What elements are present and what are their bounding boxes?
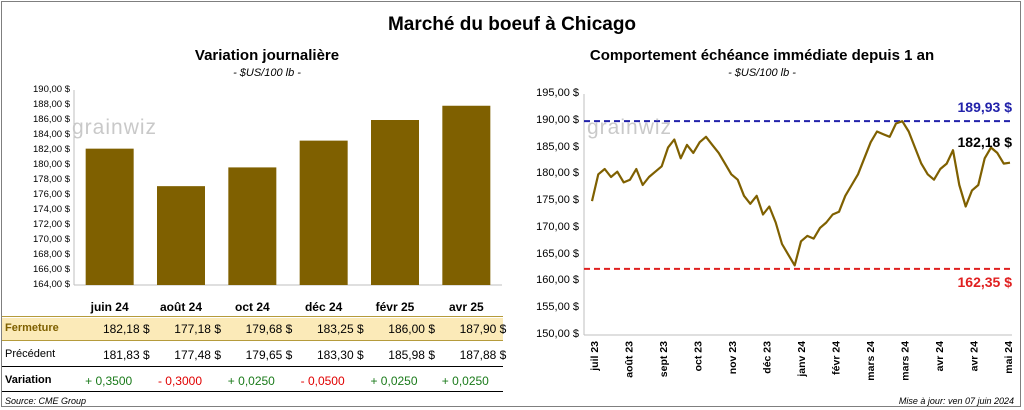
table-cell-change: - 0,0500 [300,374,345,388]
left-y-tick-label: 190,00 $ [33,84,70,95]
x-tick-label: mars 24 [900,341,912,381]
update-note: Mise à jour: ven 07 juin 2024 [898,396,1014,406]
table-cell-change: + 0,0250 [227,374,275,388]
bar-1 [85,148,134,285]
bar-5 [371,120,419,285]
left-y-tick-label: 182,00 $ [33,144,70,155]
previous-row-rule [2,366,503,367]
table-cell-previous: 181,83 $ [102,348,150,362]
x-tick-label: janv 24 [796,341,808,378]
left-y-tick-label: 178,00 $ [33,174,70,185]
bar-3 [228,167,277,285]
right-y-tick-label: 160,00 $ [536,274,579,287]
close-row-highlight [2,318,503,340]
x-tick-label: juil 23 [589,341,601,372]
left-y-tick-label: 188,00 $ [33,99,70,110]
left-y-tick-label: 176,00 $ [33,189,70,200]
bar-category-label: févr 25 [375,300,415,314]
table-cell-close: 187,90 $ [459,322,507,336]
table-cell-previous: 183,30 $ [316,348,364,362]
table-cell-previous: 185,98 $ [388,348,435,362]
left-watermark-logo: grainwiz [72,116,158,139]
right-watermark-logo: grainwiz [587,116,673,139]
change-row-rule [2,391,503,392]
table-cell-change: - 0,3000 [157,374,203,388]
source-note: Source: CME Group [5,396,87,406]
x-tick-label: mai 24 [1003,341,1015,374]
table-cell-change: + 0,3500 [85,374,133,388]
right-chart-title: Comportement échéance immédiate depuis 1… [589,47,935,64]
right-y-tick-label: 150,00 $ [536,328,579,340]
x-tick-label: août 23 [624,341,636,378]
bar-category-label: août 24 [159,300,202,314]
left-y-tick-label: 180,00 $ [33,159,70,170]
table-cell-previous: 179,65 $ [245,348,293,362]
left-y-tick-label: 184,00 $ [33,129,70,140]
bar-category-label: avr 25 [448,300,484,314]
bar-4 [299,140,348,285]
right-y-tick-label: 155,00 $ [536,301,579,314]
page-title: Marché du boeuf à Chicago [387,14,637,35]
right-chart-unit: - $US/100 lb - [728,67,796,79]
x-tick-label: avr 24 [934,341,946,372]
table-cell-close: 177,18 $ [174,322,221,336]
table-cell-close: 183,25 $ [316,322,364,336]
right-y-tick-label: 175,00 $ [536,194,579,207]
low-value-label: 162,35 $ [957,274,1013,290]
right-y-tick-label: 195,00 $ [536,87,579,99]
bar-category-label: déc 24 [304,300,343,314]
bar-category-label: juin 24 [90,300,129,314]
right-y-tick-label: 180,00 $ [536,167,579,180]
bar-6 [442,105,491,285]
row-label-change: Variation [5,374,52,386]
x-tick-label: sept 23 [658,341,670,377]
table-cell-previous: 187,88 $ [459,348,507,362]
x-tick-label: oct 23 [693,341,705,372]
left-y-tick-label: 170,00 $ [33,234,70,245]
table-cell-close: 186,00 $ [388,322,435,336]
left-y-tick-label: 172,00 $ [33,219,70,230]
table-cell-close: 182,18 $ [102,322,150,336]
right-y-tick-label: 190,00 $ [536,113,579,126]
x-tick-label: avr 24 [969,341,981,372]
bar-2 [157,186,205,285]
table-cell-change: + 0,0250 [441,374,489,388]
left-chart-title: Variation journalière [194,47,340,64]
x-tick-label: nov 23 [727,341,739,374]
close-row-rule [2,340,503,341]
left-y-tick-label: 166,00 $ [33,264,70,275]
left-y-tick-label: 168,00 $ [33,249,70,260]
price-series-line [590,120,1011,267]
high-value-label: 189,93 $ [957,99,1013,115]
table-top-rule [2,316,503,317]
x-tick-label: déc 23 [762,341,774,374]
bar-category-label: oct 24 [234,300,270,314]
table-cell-change: + 0,0250 [370,374,418,388]
left-y-tick-label: 164,00 $ [33,279,70,290]
last-value-label: 182,18 $ [957,134,1013,150]
row-label-previous: Précédent [5,348,56,360]
left-y-tick-label: 186,00 $ [33,114,70,125]
left-chart-unit: - $US/100 lb - [233,67,301,79]
right-y-tick-label: 185,00 $ [536,140,579,153]
x-tick-label: févr 24 [831,341,843,375]
row-label-close: Fermeture [5,322,59,334]
left-y-tick-label: 174,00 $ [33,204,70,215]
x-tick-label: mars 24 [865,341,877,381]
right-y-tick-label: 165,00 $ [536,247,579,260]
table-cell-previous: 177,48 $ [174,348,221,362]
right-y-tick-label: 170,00 $ [536,220,579,233]
table-cell-close: 179,68 $ [245,322,293,336]
